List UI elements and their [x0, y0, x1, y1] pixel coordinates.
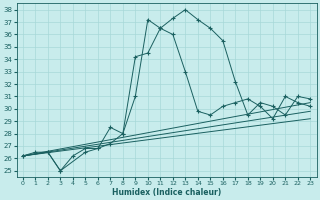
X-axis label: Humidex (Indice chaleur): Humidex (Indice chaleur)	[112, 188, 221, 197]
